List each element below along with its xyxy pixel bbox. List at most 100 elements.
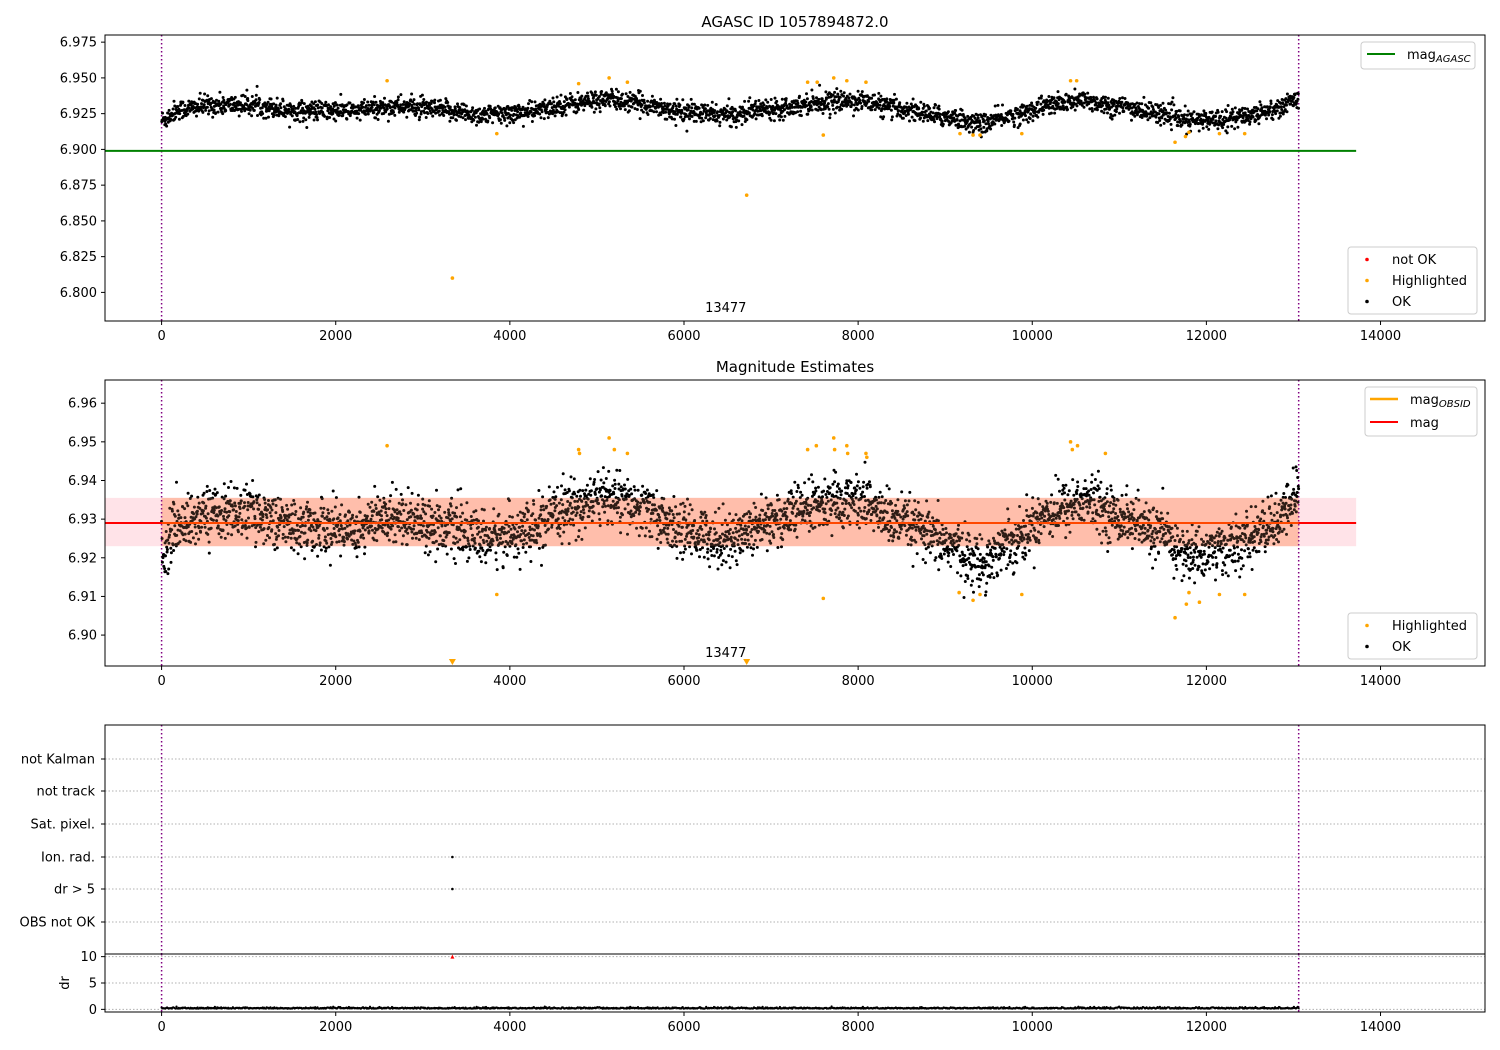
ok-point: [614, 87, 618, 91]
ok-point: [458, 106, 462, 109]
ok-point: [408, 102, 412, 106]
ok-point: [1274, 112, 1278, 116]
ok-point: [517, 105, 521, 109]
ok-point: [919, 116, 922, 120]
ok-point: [913, 119, 917, 123]
highlighted-point: [978, 133, 982, 137]
ok-point: [769, 98, 773, 101]
ok-point: [556, 485, 559, 489]
ok-point: [710, 100, 714, 104]
ok-point: [740, 123, 744, 127]
ok-point: [725, 118, 729, 122]
ok-point: [607, 100, 611, 104]
ok-point: [989, 127, 993, 131]
ok-point: [633, 107, 637, 111]
ok-point: [712, 554, 716, 558]
ok-point: [679, 551, 682, 555]
panel1-legend-lines: magAGASC: [1360, 41, 1476, 70]
ok-point: [1167, 111, 1171, 115]
ok-point: [447, 110, 451, 114]
ok-point: [1149, 101, 1153, 105]
ok-point: [423, 551, 427, 555]
ok-point: [921, 119, 925, 123]
ok-point: [250, 95, 254, 98]
ok-point: [1151, 105, 1155, 109]
ok-point: [461, 116, 465, 120]
ok-point: [554, 495, 558, 499]
ok-point: [1142, 95, 1146, 99]
ok-point: [329, 105, 333, 109]
ok-point: [204, 108, 208, 112]
ok-point: [198, 91, 202, 95]
ok-point: [779, 115, 783, 119]
ok-point: [207, 109, 211, 113]
ok-point: [452, 112, 456, 116]
ok-point: [201, 110, 205, 114]
highlighted-point: [958, 131, 962, 136]
ok-point: [254, 93, 258, 97]
ok-point: [389, 494, 393, 498]
ok-point: [640, 493, 644, 497]
ok-point: [511, 118, 515, 122]
ok-point: [341, 114, 345, 118]
ok-point: [1233, 106, 1237, 110]
ok-point: [586, 91, 589, 95]
ok-point: [910, 115, 914, 119]
ok-point: [1256, 107, 1260, 111]
panel1-frame: [104, 34, 1486, 322]
ok-point: [706, 547, 710, 551]
ok-point: [686, 114, 690, 118]
ok-point: [593, 478, 597, 481]
ok-point: [328, 563, 332, 567]
ok-point: [512, 112, 516, 116]
ok-point: [1268, 110, 1272, 113]
ok-point: [748, 96, 752, 100]
ok-point: [302, 116, 306, 120]
ok-point: [1114, 110, 1118, 114]
ok-point: [729, 125, 733, 129]
ok-point: [681, 557, 685, 561]
ok-point: [431, 114, 435, 118]
ok-point: [1158, 119, 1162, 122]
ok-point: [455, 118, 458, 122]
ok-point: [414, 109, 418, 113]
ok-point: [1170, 100, 1174, 104]
ok-point: [1000, 124, 1004, 127]
ok-point: [686, 108, 690, 112]
ok-point: [888, 105, 892, 108]
ok-point: [521, 124, 525, 128]
ok-point: [1230, 124, 1234, 128]
ok-point: [1177, 115, 1181, 119]
ok-point: [417, 118, 421, 122]
ok-point: [921, 113, 925, 117]
ok-point: [262, 116, 266, 120]
ok-point: [393, 113, 397, 117]
ok-point: [371, 100, 375, 104]
ok-point: [207, 551, 211, 555]
ok-point: [713, 114, 717, 118]
ok-point: [1226, 104, 1230, 107]
ok-point: [334, 108, 338, 112]
ok-point: [362, 98, 366, 101]
ok-point: [781, 118, 785, 122]
ok-point: [1296, 97, 1300, 101]
ok-point: [364, 112, 368, 116]
ok-point: [660, 102, 664, 105]
ok-point: [796, 110, 800, 114]
panel1-ytick-label: 6.975: [60, 36, 97, 51]
ok-point: [1219, 114, 1223, 118]
ok-point: [1089, 95, 1093, 99]
ok-point: [673, 102, 677, 106]
ok-point: [828, 116, 832, 120]
ok-point: [1225, 110, 1229, 114]
ok-point: [445, 552, 449, 556]
legend-not-ok-marker: [1365, 257, 1369, 262]
ok-point: [281, 99, 285, 103]
ok-point: [692, 110, 696, 114]
ok-point: [692, 119, 696, 123]
ok-point: [1269, 102, 1273, 105]
ok-point: [954, 109, 958, 112]
ok-point: [563, 488, 567, 492]
ok-point: [554, 105, 558, 109]
